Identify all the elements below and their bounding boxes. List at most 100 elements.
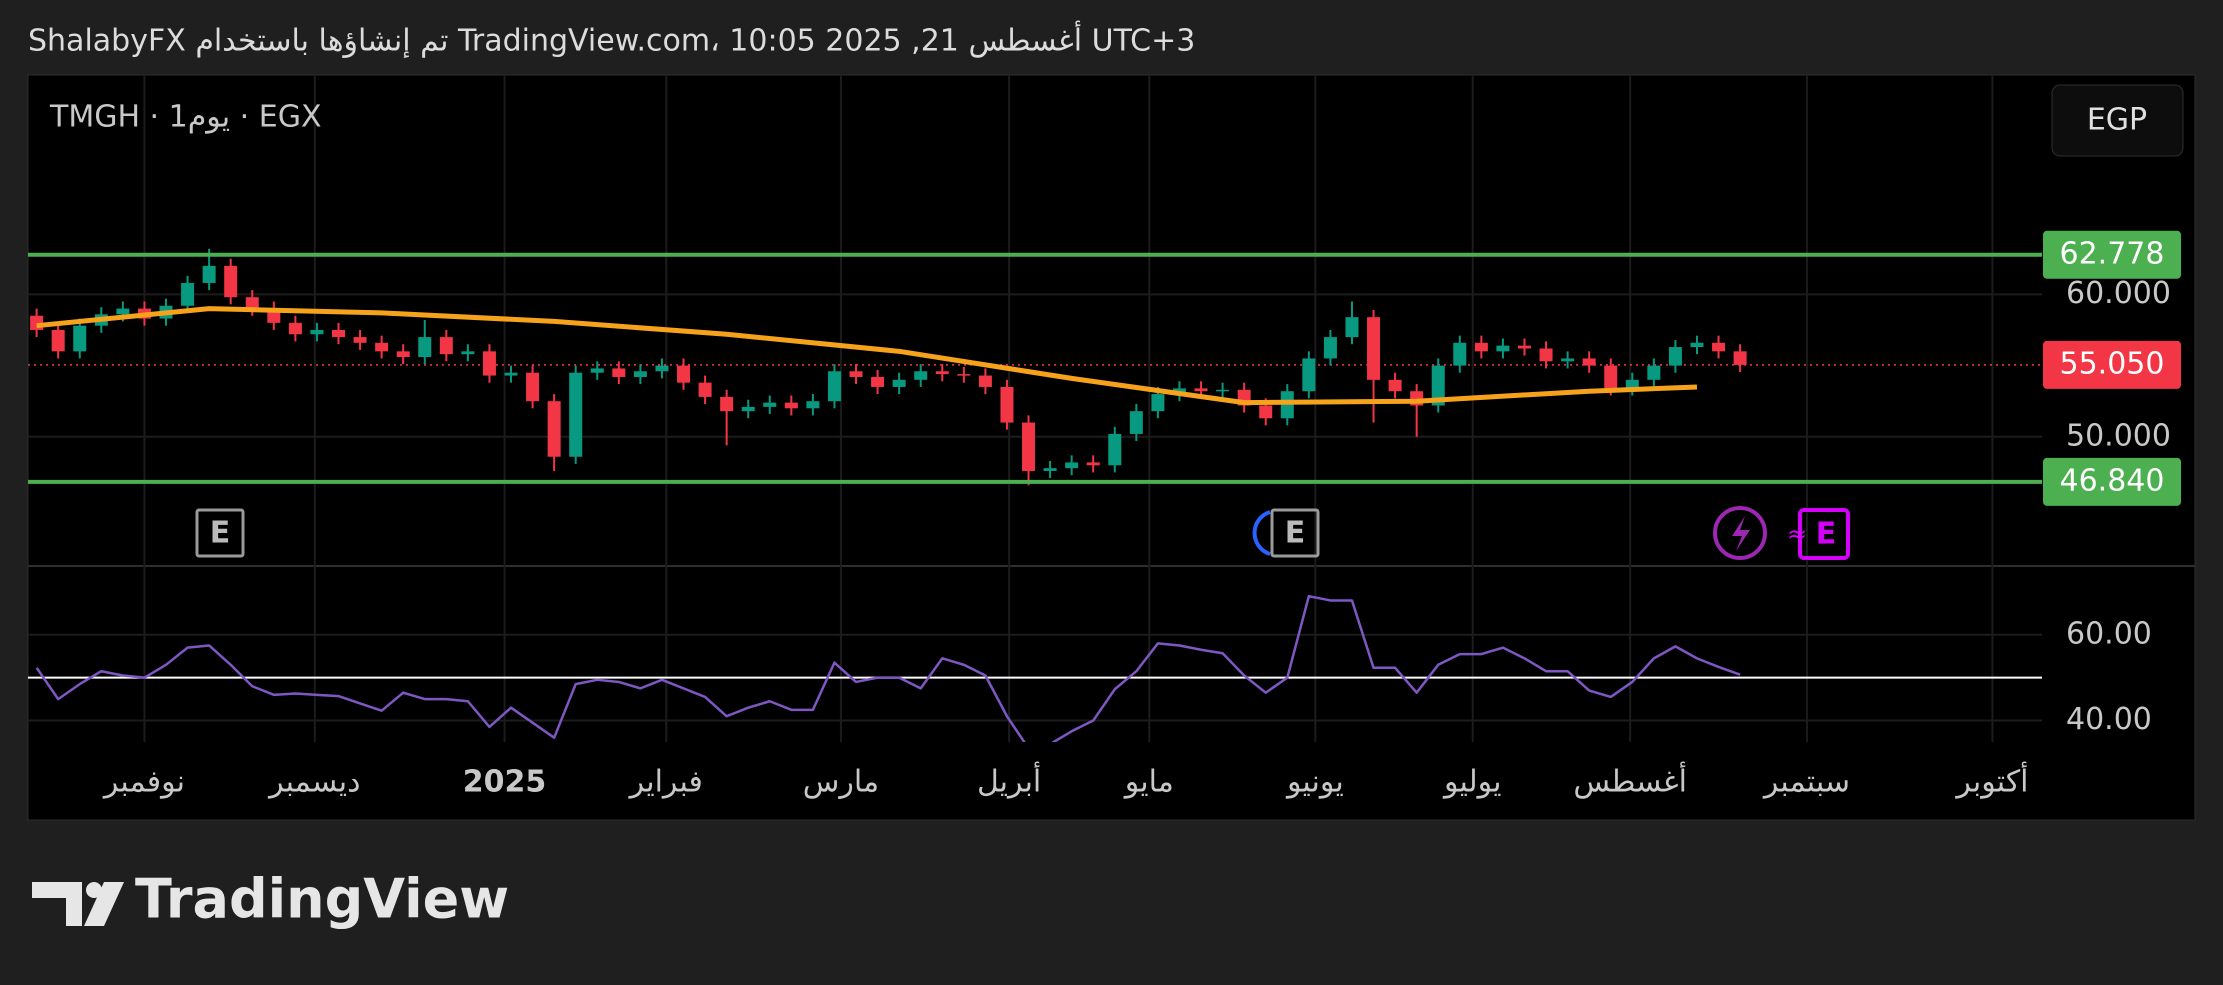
candle-body	[1194, 388, 1208, 392]
candle-body	[633, 371, 647, 377]
candle-body	[1259, 405, 1273, 419]
candle-body	[1367, 317, 1381, 380]
candle-body	[202, 265, 216, 283]
candle-body	[1474, 342, 1488, 352]
marks	[28, 248, 2042, 742]
y-tick-label: 50.000	[2066, 418, 2171, 453]
candle-body	[1086, 462, 1100, 466]
candle-body	[720, 396, 734, 412]
upcoming-earnings-icon[interactable]: E ≈	[1787, 508, 1850, 560]
candle-body	[935, 371, 949, 375]
candle-body	[439, 337, 453, 355]
candle-body	[1496, 345, 1510, 352]
candle-body	[332, 329, 346, 338]
x-tick-label: سبتمبر	[1762, 765, 1850, 800]
candle-body	[116, 308, 130, 315]
price-pane	[28, 248, 2042, 486]
candle-body	[1323, 337, 1337, 359]
x-tick-label: 2025	[463, 765, 547, 800]
candle-body	[375, 342, 389, 352]
y-tick-label: 60.000	[2066, 276, 2171, 311]
candle-body	[784, 402, 798, 409]
candle-body	[1690, 342, 1704, 348]
moving-average	[36, 306, 1698, 406]
candle-body	[461, 351, 475, 355]
level-label: 46.840	[2060, 463, 2165, 498]
y-tick-label: 60.00	[2066, 616, 2152, 651]
candle-body	[827, 371, 841, 402]
earnings-icon[interactable]: E	[1252, 508, 1320, 558]
brand-logo	[32, 882, 124, 926]
candle-body	[1043, 468, 1057, 471]
candle-body	[1604, 365, 1618, 389]
candle-body	[224, 265, 238, 298]
candle-body	[1216, 389, 1230, 392]
level-label: 62.778	[2060, 236, 2165, 271]
x-tick-label: فبراير	[628, 765, 703, 800]
level-label-box	[2043, 457, 2181, 506]
candle-body	[1517, 345, 1531, 349]
rsi-line	[35, 594, 1741, 742]
candle-body	[1431, 365, 1445, 406]
x-tick-label: أكتوبر	[1954, 761, 2028, 800]
candle-body	[418, 337, 432, 358]
candle-body	[871, 376, 885, 387]
candle-body	[612, 368, 626, 377]
candle-body	[482, 351, 496, 376]
earnings-icon[interactable]: E	[195, 508, 245, 558]
candle-body	[978, 375, 992, 387]
candle-body	[1022, 422, 1036, 471]
header-title: ShalabyFX تم إنشاؤها باستخدام TradingVie…	[28, 20, 1195, 59]
candle-body	[310, 329, 324, 335]
x-tick-label: مارس	[803, 765, 879, 800]
currency-label[interactable]: EGP	[2087, 103, 2147, 138]
svg-text:E: E	[1816, 517, 1837, 552]
x-tick-label: مايو	[1123, 765, 1174, 800]
candle-body	[526, 372, 540, 402]
candle-body	[504, 372, 518, 376]
candle-body	[655, 365, 669, 372]
dividend-icon[interactable]	[1713, 506, 1767, 560]
currency-button[interactable]	[2051, 84, 2184, 157]
candle-body	[547, 401, 561, 457]
candle-body	[677, 365, 691, 383]
candle-body	[1065, 462, 1079, 469]
candle-body	[914, 371, 928, 380]
candle-body	[1561, 358, 1575, 362]
candle-body	[1151, 394, 1165, 412]
candle-body	[1539, 348, 1553, 362]
rsi-pane	[28, 594, 2042, 742]
candle-body	[698, 382, 712, 397]
candle-body	[181, 282, 195, 306]
candle-body	[1453, 342, 1467, 366]
svg-text:E: E	[1285, 516, 1306, 551]
symbol-title: TMGH · يوم1 · EGX	[49, 100, 322, 135]
svg-text:E: E	[210, 516, 231, 551]
x-tick-label: يوليو	[1442, 765, 1502, 800]
candle-body	[1388, 379, 1402, 392]
candle-body	[1668, 347, 1682, 366]
candle-body	[51, 329, 65, 352]
candle-body	[1108, 433, 1122, 466]
candle-body	[806, 401, 820, 409]
candle-body	[1302, 358, 1316, 392]
x-tick-label: يونيو	[1285, 765, 1344, 800]
last-price-box	[2043, 340, 2181, 389]
candle-body	[763, 402, 777, 407]
brand-name: TradingView	[135, 868, 509, 931]
last-price-label: 55.050	[2060, 346, 2165, 381]
candle-body	[1345, 317, 1359, 338]
x-tick-label: نوفمبر	[102, 765, 185, 800]
candle-body	[245, 297, 259, 309]
candle-body	[1625, 379, 1639, 389]
candle-body	[741, 406, 755, 412]
candle-body	[288, 322, 302, 335]
candle-body	[1129, 411, 1143, 434]
level-label-box	[2043, 230, 2181, 279]
candle-body	[1733, 351, 1747, 365]
candle-body	[1582, 358, 1596, 366]
x-tick-label: أبريل	[977, 761, 1041, 800]
candle-body	[1712, 342, 1726, 352]
